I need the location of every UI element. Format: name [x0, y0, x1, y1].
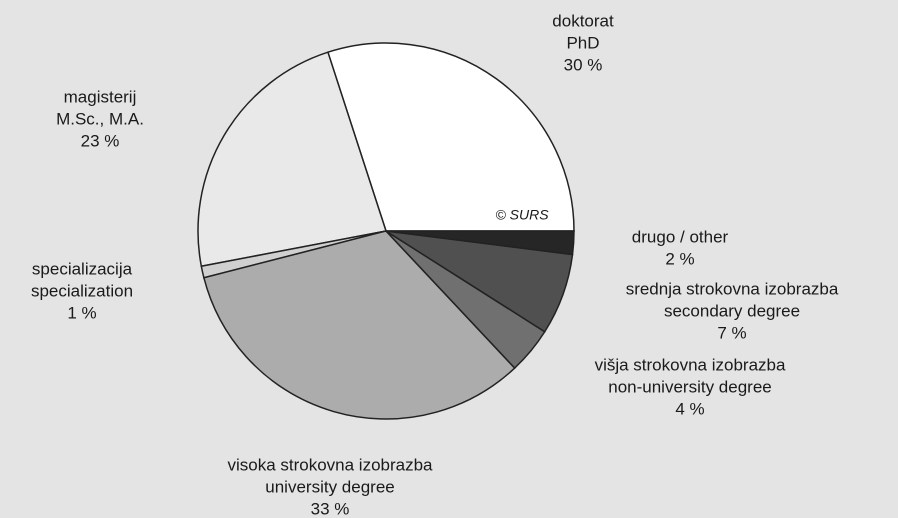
pie-slice — [326, 42, 575, 232]
pie-slice — [197, 51, 387, 268]
slice-label: srednja strokovna izobrazba — [626, 279, 839, 298]
slice-label: secondary degree — [664, 301, 800, 320]
slice-label: doktorat — [552, 11, 614, 30]
slice-label: drugo / other — [632, 227, 729, 246]
value-label: 30 % — [564, 55, 603, 74]
slice-label: specialization — [31, 281, 133, 300]
value-label: 2 % — [665, 249, 694, 268]
slice-label: university degree — [265, 477, 394, 496]
annotation: © SURS — [495, 207, 549, 223]
pie-slice — [385, 230, 575, 256]
pie — [197, 42, 575, 420]
slice-label: visoka strokovna izobrazba — [227, 455, 433, 474]
value-label: 23 % — [81, 131, 120, 150]
slice-label: M.Sc., M.A. — [56, 109, 144, 128]
slice-label: višja strokovna izobrazba — [595, 355, 786, 374]
pie-slice — [202, 230, 516, 420]
slice-label: PhD — [566, 33, 599, 52]
value-label: 33 % — [311, 499, 350, 518]
slice-label: non-university degree — [608, 377, 771, 396]
value-label: 1 % — [67, 303, 96, 322]
slice-label: specializacija — [32, 259, 133, 278]
value-label: 4 % — [675, 399, 704, 418]
value-label: 7 % — [717, 323, 746, 342]
slice-label: magisterij — [64, 87, 137, 106]
